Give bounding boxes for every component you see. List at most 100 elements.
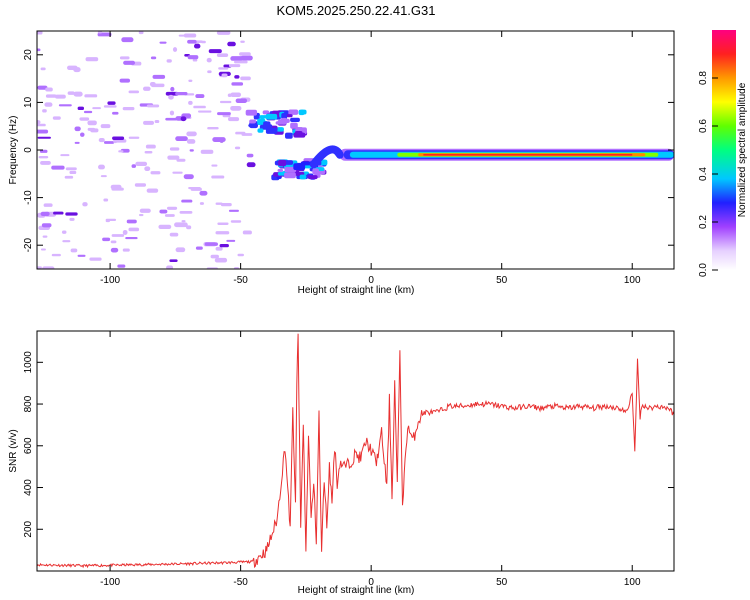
noise-patch	[110, 247, 119, 253]
noise-patch	[145, 144, 156, 149]
noise-patch	[100, 175, 107, 178]
noise-patch	[118, 150, 124, 153]
noise-patch	[92, 107, 101, 110]
snr-xlabel: Height of straight line (km)	[298, 585, 415, 596]
noise-patch	[201, 40, 206, 44]
noise-patch	[211, 175, 225, 179]
noise-patch	[97, 31, 103, 34]
noise-patch	[37, 129, 49, 134]
noise-patch	[128, 136, 140, 139]
noise-patch	[90, 128, 99, 133]
noise-patch	[83, 110, 93, 114]
noise-patch	[193, 105, 206, 109]
noise-patch	[73, 91, 83, 97]
noise-patch	[218, 67, 229, 70]
noise-patch	[154, 119, 160, 124]
upper-echo-patch	[245, 109, 258, 116]
noise-patch	[37, 136, 51, 139]
upper-echo-patch	[298, 109, 305, 116]
noise-patch	[240, 76, 251, 81]
spectrogram-ytick-label: -20	[23, 238, 34, 253]
colorbar-tick-label: 0.0	[698, 263, 709, 277]
noise-patch	[42, 266, 55, 269]
noise-patch	[40, 211, 50, 217]
upper-echo-patch	[285, 132, 293, 139]
snr-series-line	[37, 333, 674, 569]
spectrogram-xtick-label: -100	[100, 275, 120, 286]
noise-patch	[84, 94, 98, 98]
noise-patch	[53, 211, 64, 215]
noise-patch	[175, 136, 188, 142]
noise-patch	[37, 120, 41, 125]
noise-patch	[212, 137, 226, 143]
noise-patch	[74, 141, 80, 144]
noise-patch	[216, 31, 231, 35]
colorbar-label: Normalized spectral amplitude	[737, 82, 748, 217]
noise-patch	[87, 120, 97, 126]
noise-patch	[234, 146, 241, 150]
noise-patch	[70, 248, 78, 253]
noise-patch	[150, 171, 161, 175]
noise-patch	[112, 136, 125, 140]
upper-echo-patch	[248, 123, 258, 127]
noise-patch	[175, 92, 188, 96]
noise-patch	[169, 259, 178, 262]
noise-patch	[192, 58, 198, 62]
noise-patch	[159, 209, 168, 214]
noise-patch	[246, 162, 256, 168]
noise-patch	[74, 126, 81, 132]
noise-patch	[172, 47, 178, 52]
noise-patch	[234, 60, 248, 64]
noise-patch	[166, 265, 174, 269]
noise-patch	[69, 170, 77, 175]
upper-echo-patch	[290, 122, 298, 129]
noise-patch	[183, 174, 194, 180]
noise-patch	[139, 208, 151, 213]
colorbar-tick-label: 0.8	[698, 71, 709, 85]
upper-echo-patch	[290, 117, 300, 123]
noise-patch	[77, 254, 86, 257]
noise-patch	[186, 139, 196, 144]
spectrogram-ytick-label: 20	[23, 49, 34, 61]
noise-patch	[117, 264, 126, 268]
noise-patch	[103, 198, 109, 202]
noise-patch	[128, 227, 140, 232]
noise-patch	[187, 55, 199, 60]
noise-patch	[199, 190, 208, 196]
snr-ytick-label: 400	[23, 479, 34, 496]
spectrogram-xtick-label: 100	[624, 275, 641, 286]
main-trace-peak	[423, 153, 633, 156]
noise-patch	[165, 117, 178, 121]
noise-patch	[119, 78, 131, 83]
noise-patch	[166, 59, 172, 63]
noise-patch	[204, 242, 218, 246]
noise-patch	[37, 266, 42, 269]
noise-patch	[234, 75, 240, 79]
noise-patch	[211, 164, 218, 167]
noise-patch	[144, 151, 153, 154]
noise-patch	[172, 171, 183, 174]
noise-patch	[242, 230, 252, 235]
noise-patch	[230, 105, 242, 111]
noise-patch	[215, 202, 223, 205]
noise-patch	[123, 60, 136, 65]
noise-patch	[176, 158, 186, 162]
noise-patch	[42, 109, 47, 113]
snr-xtick-label: 50	[496, 577, 508, 588]
noise-patch	[138, 31, 144, 35]
noise-patch	[231, 82, 244, 86]
noise-patch	[208, 49, 222, 54]
lower-echo-patch	[284, 166, 297, 173]
noise-patch	[237, 253, 244, 257]
spectrogram-xtick-label: -50	[233, 275, 248, 286]
noise-patch	[65, 167, 77, 171]
noise-patch	[112, 111, 119, 115]
noise-patch	[235, 98, 248, 103]
noise-patch	[207, 70, 212, 74]
noise-patch	[146, 188, 159, 193]
chart-title: KOM5.2025.250.22.41.G31	[276, 3, 435, 18]
noise-patch	[77, 106, 85, 111]
snr-ytick-label: 1000	[23, 351, 34, 374]
spectrogram-ytick-label: -10	[23, 190, 34, 205]
noise-patch	[216, 53, 229, 57]
